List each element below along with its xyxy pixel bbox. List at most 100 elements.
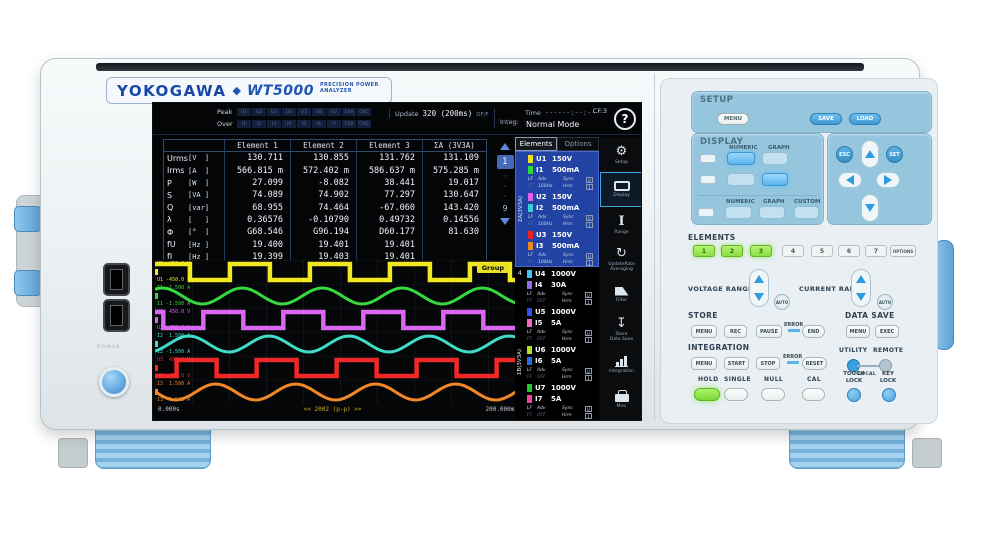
tab-elements[interactable]: Elements: [515, 137, 557, 151]
control-panel: SETUP MENU SAVE LOAD DISPLAY NUMERIC GRA…: [660, 78, 938, 424]
wiring-group[interactable]: ΣB(3V3A) U5 1000V I5 5A LF FF Adv OFF Sync Hrm U 1 U6…: [515, 305, 599, 419]
setup-menu-button[interactable]: MENU: [717, 113, 749, 125]
element-button-1[interactable]: 1: [693, 245, 715, 257]
menu-item-label: Setup: [614, 159, 629, 165]
tab-options[interactable]: Options: [557, 137, 599, 151]
current-auto-button[interactable]: AUTO: [877, 294, 893, 310]
element-entry[interactable]: U5 1000V I5 5A LF FF Adv OFF Sync Hrm U 1: [525, 305, 599, 343]
store-menu-button[interactable]: MENU: [691, 325, 717, 338]
channel-id: I4: [535, 280, 543, 289]
store-pause-button[interactable]: PAUSE: [756, 325, 782, 338]
arrow-left-button[interactable]: [838, 172, 862, 188]
display-indicator-2[interactable]: [700, 175, 716, 184]
numeric-button-2[interactable]: [727, 173, 755, 186]
null-button[interactable]: [761, 388, 785, 401]
arrow-right-button[interactable]: [876, 172, 900, 188]
display-indicator-3[interactable]: [698, 208, 714, 217]
element-button-2[interactable]: 2: [721, 245, 743, 257]
graph-button-3[interactable]: [759, 206, 785, 219]
set-button[interactable]: SET: [886, 146, 903, 163]
waveform-display[interactable]: U1 450.0 V U1 -450.0 V I1 1.500 A I1 -1.500…: [155, 260, 521, 414]
cell-value: 130.711: [224, 152, 290, 165]
cal-button[interactable]: [802, 388, 825, 401]
menu-item-display[interactable]: Display: [600, 172, 641, 207]
power-button[interactable]: [99, 367, 129, 397]
element-entry[interactable]: U2 150V I2 500mA LF FF Adv 100Hz Sync Hrm U 1: [526, 190, 598, 228]
load-button[interactable]: LOAD: [849, 113, 881, 125]
table-corner: [188, 140, 224, 153]
page-up-button[interactable]: [500, 143, 510, 150]
menu-item-filter[interactable]: Filter: [600, 277, 641, 312]
lf-label: LF: [527, 330, 533, 335]
voltage-auto-button[interactable]: AUTO: [774, 294, 790, 310]
lcd-screen[interactable]: Peak U1 U2 U3 U4 U5 U6 U7 ChA ChC Over I1 I2 I3 I4 I5 I…: [152, 102, 642, 421]
wiring-group[interactable]: ΣA(3V3A) U1 150V I1 500mA LF FF Adv 100Hz Sync Hrm…: [515, 151, 599, 267]
element-button-4[interactable]: 4: [782, 245, 804, 257]
integration-reset-button[interactable]: RESET: [802, 357, 827, 370]
channel-range: 500mA: [552, 165, 580, 174]
graph-button-1[interactable]: [762, 152, 788, 165]
wiring-group-label: 4: [517, 269, 523, 277]
data-save-menu-button[interactable]: MENU: [846, 325, 870, 338]
row-unit: [Hz ]: [188, 240, 210, 249]
store-error-indicator: ERROR: [784, 322, 803, 332]
data-save-exec-button[interactable]: EXEC: [875, 325, 899, 338]
element-button-7[interactable]: 7: [865, 245, 887, 257]
scale-label-top: I2 1.500 A: [157, 333, 191, 339]
channel-range: 500mA: [552, 241, 580, 250]
menu-item-store-data-save[interactable]: ↧ Store Data Save: [600, 312, 641, 347]
page-down-button[interactable]: [500, 218, 510, 225]
voltage-range-rocker[interactable]: [749, 269, 769, 307]
element-entry[interactable]: U4 1000V I4 30A LF FF Adv OFF Sync Hrm U 1: [525, 267, 599, 305]
touch-lock-button[interactable]: [847, 388, 861, 402]
row-unit: [Hz ]: [188, 252, 210, 261]
cell-value: [422, 250, 486, 263]
integration-start-button[interactable]: START: [724, 357, 749, 370]
current-range-rocker[interactable]: [851, 269, 871, 307]
store-end-button[interactable]: END: [802, 325, 825, 338]
column-header: Element 1: [224, 140, 290, 153]
logo-plate: YOKOGAWA ◆ WT5000 PRECISION POWER ANALYZ…: [106, 77, 392, 104]
menu-item-misc[interactable]: Misc: [600, 382, 641, 417]
numeric-button-3[interactable]: [725, 206, 752, 219]
single-button[interactable]: [724, 388, 748, 401]
menu-item-update-rate-averaging[interactable]: ↻ UpdateRate Averaging: [600, 242, 641, 277]
page-last[interactable]: 9: [502, 204, 508, 213]
esc-button[interactable]: ESC: [836, 146, 853, 163]
element-entry[interactable]: U3 150V I3 500mA LF FF Adv 100Hz Sync Hrm U 1: [526, 228, 598, 266]
numeric-button-1[interactable]: [727, 152, 755, 165]
store-rec-button[interactable]: REC: [724, 325, 747, 338]
element-entry[interactable]: U7 1000V I7 5A LF FF Adv OFF Sync Hrm U 1: [525, 381, 599, 419]
arrow-down-button[interactable]: [861, 194, 879, 222]
help-button[interactable]: ?: [614, 108, 636, 130]
menu-item-setup[interactable]: ⚙ Setup: [600, 137, 641, 172]
custom-button[interactable]: [794, 206, 819, 219]
graph-button-2[interactable]: [762, 173, 788, 186]
element-button-3[interactable]: 3: [750, 245, 772, 257]
options-button[interactable]: OPTIONS: [890, 245, 916, 257]
element-entry[interactable]: U1 150V I1 500mA LF FF Adv 100Hz Sync Hrm U 1: [526, 152, 598, 190]
page-current[interactable]: 1: [496, 155, 514, 169]
save-button[interactable]: SAVE: [810, 113, 842, 125]
menu-item-range[interactable]: I Range: [600, 207, 641, 242]
table-corner: [164, 140, 188, 153]
group-badge[interactable]: Group: [476, 263, 509, 273]
lf-label: LF: [527, 406, 533, 411]
scale-label-top: U1 450.0 V: [157, 261, 191, 267]
display-indicator-1[interactable]: [700, 154, 716, 163]
column-header: Element 2: [290, 140, 356, 153]
arrow-up-button[interactable]: [861, 140, 879, 168]
integration-error-indicator: ERROR: [783, 354, 802, 364]
element-button-6[interactable]: 6: [838, 245, 860, 257]
wiring-group[interactable]: 4 U4 1000V I4 30A LF FF Adv OFF Sync Hrm U 1: [515, 267, 599, 305]
integration-menu-button[interactable]: MENU: [691, 357, 717, 370]
row-name: Urms: [167, 153, 188, 163]
menu-item-integration[interactable]: Integration: [600, 347, 641, 382]
element-button-5[interactable]: 5: [811, 245, 833, 257]
integration-stop-button[interactable]: STOP: [756, 357, 780, 370]
key-lock-line2: LOCK: [879, 378, 897, 384]
hold-button[interactable]: [694, 388, 720, 401]
store-title: STORE: [688, 311, 718, 320]
key-lock-button[interactable]: [882, 388, 896, 402]
element-entry[interactable]: U6 1000V I6 5A LF FF Adv OFF Sync Hrm U 1: [525, 343, 599, 381]
